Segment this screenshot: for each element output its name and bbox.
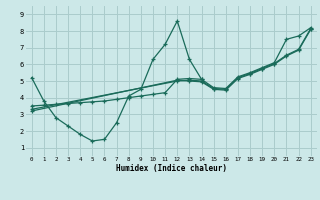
X-axis label: Humidex (Indice chaleur): Humidex (Indice chaleur)	[116, 164, 227, 173]
